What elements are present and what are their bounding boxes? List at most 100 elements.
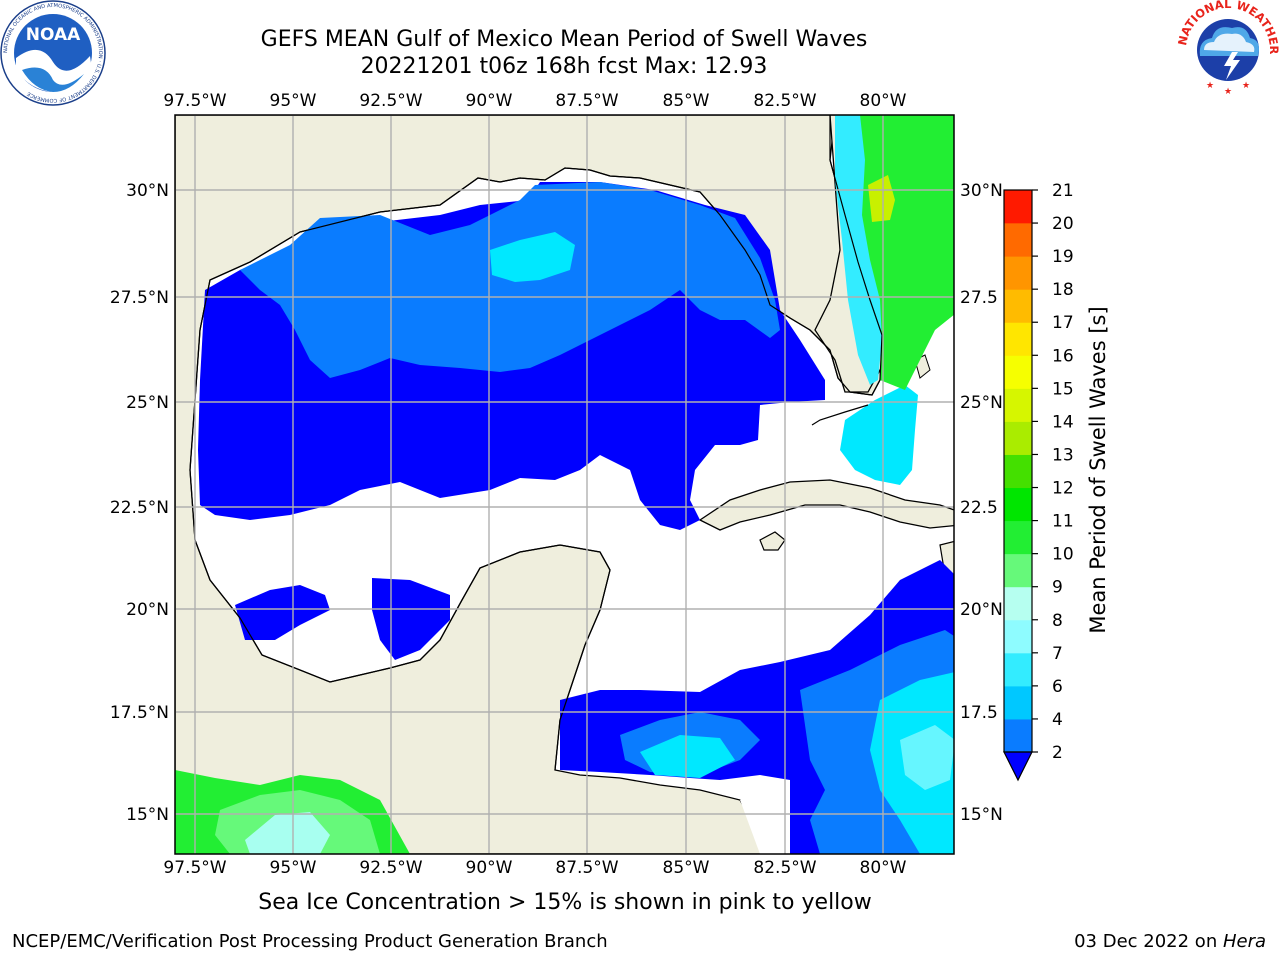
producer-credit: NCEP/EMC/Verification Post Processing Pr… (12, 931, 608, 952)
colorbar-tick-label: 10 (1052, 545, 1074, 565)
swell-region-atlantic-yellow (868, 175, 895, 222)
longitude-label-top: 82.5°W (753, 91, 816, 111)
latitude-label-left: 27.5°N (110, 288, 169, 308)
colorbar-swatch (1004, 421, 1032, 455)
longitude-label-bottom: 95°W (270, 858, 317, 878)
colorbar-swatch (1004, 388, 1032, 422)
colorbar-tick-label: 20 (1052, 214, 1074, 234)
latitude-label-left: 25°N (126, 393, 169, 413)
longitude-label-top: 97.5°W (163, 91, 226, 111)
colorbar-tick-label: 21 (1052, 181, 1074, 201)
swell-region-straits (840, 385, 918, 485)
longitude-label-top: 95°W (270, 91, 317, 111)
sea-ice-note: Sea Ice Concentration > 15% is shown in … (258, 890, 872, 915)
latitude-label-left: 17.5°N (110, 703, 169, 723)
swell-region-under-2s-campeche (235, 585, 330, 640)
noaa-logo: NATIONAL OCEANIC AND ATMOSPHERIC ADMINIS… (0, 0, 106, 106)
svg-text:★: ★ (1206, 81, 1214, 91)
colorbar-under-arrow (1003, 751, 1033, 782)
latitude-labels-left: 30°N 27.5°N 25°N 22.5°N 20°N 17.5°N 15°N (110, 181, 169, 825)
colorbar-swatch (1004, 619, 1032, 654)
map-frame (174, 114, 955, 855)
colorbar-tick-label: 15 (1052, 379, 1074, 399)
svg-text:★: ★ (1242, 81, 1250, 91)
colorbar-tick-label: 13 (1052, 445, 1074, 465)
swell-region-caribbean-white (740, 790, 790, 854)
map-title: GEFS MEAN Gulf of Mexico Mean Period of … (260, 27, 868, 52)
colorbar-swatch (1004, 289, 1032, 323)
colorbar-label: Mean Period of Swell Waves [s] (1086, 306, 1110, 633)
colorbar: 2 4 6 7 8 9 10 11 12 13 14 15 16 17 18 19 20 21 (1003, 181, 1074, 782)
latitude-label-left: 20°N (126, 600, 169, 620)
longitude-label-bottom: 92.5°W (359, 858, 422, 878)
swell-period-fill (175, 115, 954, 854)
colorbar-tick-label: 18 (1052, 280, 1074, 300)
latitude-label-right: 20°N (960, 600, 1003, 620)
latitude-label-right: 17.5 (960, 703, 998, 723)
colorbar-tick-label: 2 (1052, 743, 1063, 763)
swell-region-4-6s-cyan-patch (490, 232, 575, 282)
latitude-label-right: 25°N (960, 393, 1003, 413)
latitude-label-right: 15°N (960, 805, 1003, 825)
swell-region-pacific-teal (245, 812, 330, 854)
map-plot-area (175, 115, 954, 854)
lat-lon-gridlines (175, 115, 954, 854)
longitude-label-top: 87.5°W (555, 91, 618, 111)
longitude-labels-bottom: 97.5°W 95°W 92.5°W 90°W 87.5°W 85°W 82.5°W 80°W (163, 858, 906, 878)
longitude-label-bottom: 97.5°W (163, 858, 226, 878)
colorbar-swatch (1004, 322, 1032, 356)
longitude-label-top: 80°W (860, 91, 907, 111)
latitude-label-right: 22.5 (960, 498, 998, 518)
longitude-label-bottom: 90°W (466, 858, 513, 878)
colorbar-swatch (1004, 520, 1032, 555)
colorbar-swatch (1004, 718, 1032, 753)
colorbar-tick-label: 6 (1052, 677, 1063, 697)
colorbar-tick-label: 14 (1052, 412, 1074, 432)
longitude-label-top: 85°W (663, 91, 710, 111)
generation-date: 03 Dec 2022 on Hera (1074, 931, 1266, 952)
colorbar-tick-label: 19 (1052, 247, 1074, 267)
swell-region-atlantic-cyan (835, 115, 882, 385)
swell-region-atlantic-green (840, 115, 954, 390)
generation-host: Hera (1222, 931, 1266, 952)
latitude-label-right: 30°N (960, 181, 1003, 201)
colorbar-swatch (1004, 685, 1032, 720)
colorbar-tick-label: 17 (1052, 313, 1074, 333)
colorbar-frame (1003, 189, 1033, 753)
colorbar-swatch (1004, 256, 1032, 290)
colorbar-tick-label: 12 (1052, 479, 1074, 499)
colorbar-swatch (1004, 487, 1032, 522)
latitude-label-right: 27.5 (960, 288, 998, 308)
longitude-label-bottom: 85°W (663, 858, 710, 878)
colorbar-swatch (1004, 586, 1032, 621)
noaa-logo-text: NOAA (26, 25, 81, 45)
longitude-label-bottom: 80°W (860, 858, 907, 878)
colorbar-tick-label: 4 (1052, 710, 1063, 730)
nws-logo: NATIONAL WEATHER SERVICE ★ ★ ★ (1176, 0, 1280, 99)
coastlines (189, 115, 883, 771)
forecast-subtitle: 20221201 t06z 168h fcst Max: 12.93 (360, 54, 768, 79)
coastline-gulf-us (189, 115, 883, 771)
swell-region-caribbean-east-light (900, 725, 954, 790)
generation-date-text: 03 Dec 2022 on (1074, 931, 1223, 952)
colorbar-swatch (1004, 454, 1032, 489)
colorbar-swatch (1004, 652, 1032, 687)
land-isla-juventud (759, 531, 786, 551)
latitude-label-left: 22.5°N (110, 498, 169, 518)
latitude-label-left: 15°N (126, 805, 169, 825)
colorbar-swatch (1004, 553, 1032, 588)
colorbar-swatch (1004, 190, 1032, 224)
colorbar-tick-label: 16 (1052, 346, 1074, 366)
colorbar-swatch (1004, 223, 1032, 257)
land-cuba (698, 479, 954, 531)
longitude-label-bottom: 82.5°W (753, 858, 816, 878)
colorbar-tick-label: 9 (1052, 578, 1063, 598)
colorbar-tick-label: 11 (1052, 512, 1074, 532)
longitude-labels-top: 97.5°W 95°W 92.5°W 90°W 87.5°W 85°W 82.5°W 80°W (163, 91, 906, 111)
svg-text:★: ★ (1224, 87, 1232, 97)
latitude-label-left: 30°N (126, 181, 169, 201)
colorbar-tick-label: 7 (1052, 644, 1063, 664)
latitude-labels-right: 30°N 27.5 25°N 22.5 20°N 17.5 15°N (960, 181, 1003, 825)
swell-region-caribbean-cyan (640, 735, 735, 778)
